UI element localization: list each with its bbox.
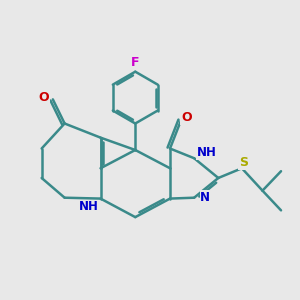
Text: N: N xyxy=(200,191,210,204)
Text: NH: NH xyxy=(79,200,99,213)
Text: F: F xyxy=(131,56,140,69)
Text: O: O xyxy=(39,92,49,104)
Text: S: S xyxy=(239,157,248,169)
Text: NH: NH xyxy=(196,146,217,159)
Text: O: O xyxy=(181,111,191,124)
